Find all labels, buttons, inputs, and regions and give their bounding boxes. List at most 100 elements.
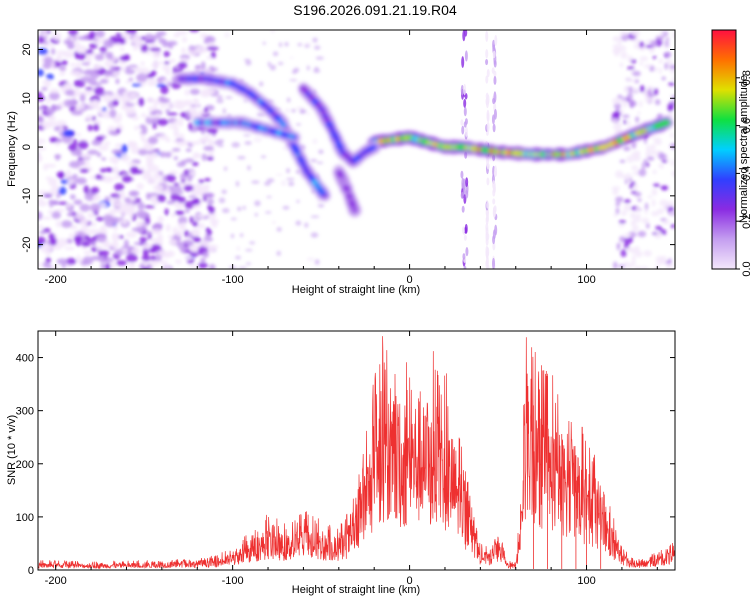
spectrogram-noise-blob [145,217,151,225]
spectrogram-noise-blob [51,47,56,55]
spectrogram-noise-blob [70,224,78,230]
spectrogram-noise-blob [312,138,318,145]
spectrogram-noise-blob [38,262,42,268]
spectrogram-noise-blob [165,266,171,269]
spectrogram-noise-blob [93,64,102,70]
spectrogram-noise-blob [624,199,631,204]
spectrogram-stripe-blob [492,50,496,59]
spectrogram-stripe-blob [463,265,467,269]
spectrogram-noise-blob [652,169,657,175]
colorbar: 0.0 0.2 0.4 0.6 0.8 Normalized spectral ampl… [711,29,750,277]
spectrogram-noise-blob [214,140,224,146]
spectrogram-noise-blob [661,229,667,236]
spectrogram-noise-blob [121,175,133,183]
spectrogram-noise-blob [157,215,164,223]
spectrogram-noise-blob [270,30,275,34]
spectrogram-noise-blob [83,250,92,256]
spectrogram-noise-blob [177,196,186,204]
spectrogram-noise-blob [202,251,209,258]
spectrogram-noise-blob [160,85,169,95]
spectrogram-noise-blob [615,44,620,53]
spectrogram-stripe-blob [485,223,489,232]
spectrogram-noise-blob [165,137,171,143]
spectrogram-noise-blob [613,261,618,269]
spectrogram-noise-blob [296,200,300,203]
spectrogram-noise-blob [243,99,248,103]
spectrogram-noise-blob [249,241,256,245]
spectrogram-noise-blob [656,113,663,120]
spectrogram-noise-blob [286,177,295,181]
spectrogram-noise-blob [124,208,136,213]
spectrogram-noise-blob [110,92,121,102]
spectrogram-noise-blob [118,96,125,101]
spectrogram-noise-blob [660,30,664,36]
spectrogram-noise-blob [611,112,621,117]
spectrogram-noise-blob [658,152,665,160]
spectrogram-noise-blob [665,51,672,58]
spectrogram-noise-blob [102,257,114,263]
spectrogram-noise-blob [166,82,173,87]
spectrogram-noise-blob [631,165,639,171]
spectrogram-noise-blob [38,138,44,143]
spectrogram-noise-blob [175,259,182,264]
spectrogram-noise-blob [67,176,77,180]
spectrogram-noise-blob [197,262,208,269]
spectrogram-noise-blob [664,62,669,70]
spectrogram-stripe-blob [464,223,468,234]
spectrogram-noise-blob [247,165,251,171]
spectrogram-noise-blob [206,244,216,253]
spectrogram-stripe-blob [462,187,466,196]
colorbar-tick-label: 0.0 [741,261,750,276]
spectrogram-noise-blob [639,85,645,93]
spectrogram-stripe-blob [485,245,489,258]
spectrogram-noise-blob [65,257,77,265]
spectrogram-noise-blob [138,149,148,156]
spectrogram-noise-blob [68,30,79,36]
snr-x-tick-label: -200 [45,575,67,587]
spectrogram-noise-blob [630,59,637,64]
colorbar-tick-label: 0.4 [741,166,750,181]
spectrogram-noise-blob [653,183,660,188]
spectrogram-noise-blob [251,180,260,184]
spectrogram-stripe-blob [493,108,497,120]
spectrogram-noise-blob [103,242,111,249]
spectrogram-noise-blob [51,185,60,192]
spectrogram-noise-blob [315,56,324,60]
spectrogram-noise-blob [105,51,111,60]
spectrogram-noise-blob [284,41,289,47]
spectrogram-noise-blob [626,66,635,70]
spectrogram-noise-blob [80,161,85,165]
spectrogram-noise-blob [619,62,624,68]
spectrogram-noise-blob [121,98,127,106]
spectrogram-noise-blob [671,76,675,82]
spectrogram-noise-blob [661,159,668,163]
spectrogram-noise-blob [136,183,144,190]
spectrogram-noise-blob [140,132,145,141]
spectrogram-noise-blob [119,55,130,62]
snr-y-tick-label: 300 [16,406,34,418]
spectrogram-noise-blob [85,114,93,122]
spectrogram-y-axis-title: Frequency (Hz) [6,111,18,187]
spectrogram-noise-blob [75,75,84,79]
spectrogram-noise-blob [75,177,87,185]
spectrogram-noise-blob [55,120,68,126]
spectrogram-noise-blob [168,59,176,63]
spectrogram-noise-blob [43,43,55,48]
spectrogram-noise-blob [665,262,671,269]
spectrogram-noise-blob [205,133,214,137]
spectrogram-noise-blob [173,120,178,126]
spectrogram-noise-blob [644,202,649,211]
spectrogram-noise-blob [632,38,641,44]
spectrogram-noise-blob [178,61,188,69]
spectrogram-noise-blob [131,35,142,45]
colorbar-tick-label: 0.8 [741,70,750,85]
spectrogram-noise-blob [196,223,205,229]
spectrogram-noise-blob [652,55,657,60]
spectrogram-noise-blob [189,88,200,95]
spectrogram-stripe-blob [464,126,468,137]
spectrogram-noise-blob [256,112,266,117]
spectrogram-noise-blob [285,108,290,113]
spectrogram-noise-blob [69,194,76,200]
spectrogram-noise-blob [171,147,181,152]
spectrogram-noise-blob [203,145,214,151]
